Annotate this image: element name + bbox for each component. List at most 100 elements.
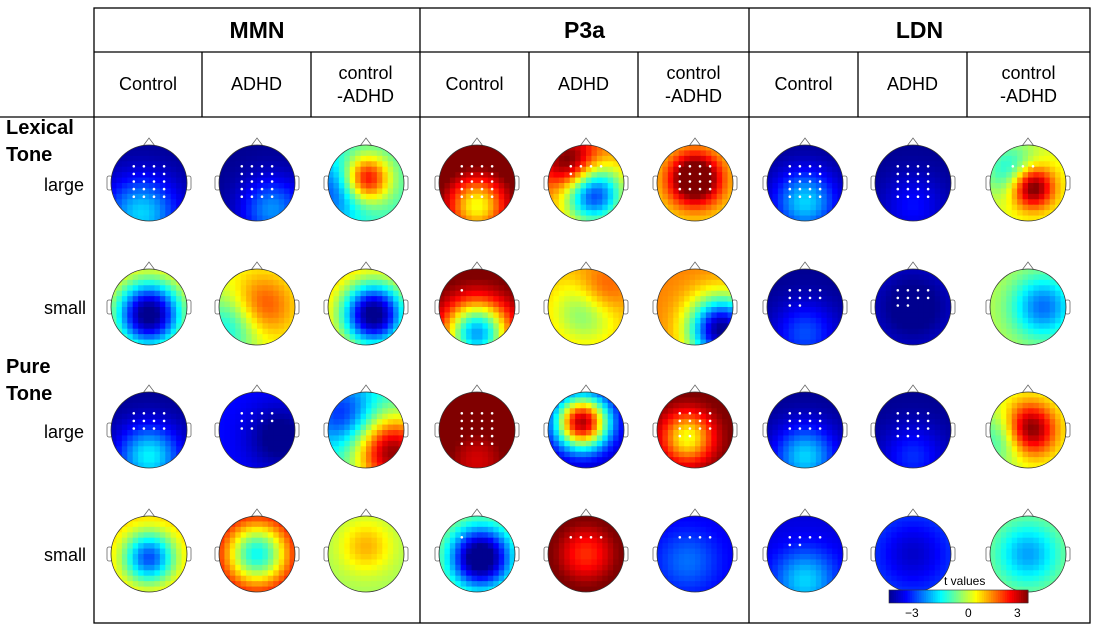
electrode-dot <box>926 187 930 191</box>
colorbar-segment <box>958 590 962 603</box>
topomap-mmn-lexical-small-adhd <box>214 261 300 346</box>
head-outline <box>656 391 734 469</box>
head-outline <box>874 144 952 222</box>
electrode-dot <box>460 180 464 183</box>
electrode-dot <box>260 180 264 183</box>
row-label-pure-large: large <box>44 422 85 442</box>
electrode-dot <box>906 172 910 176</box>
electrode-dot <box>240 419 244 423</box>
condition-header-control: Control <box>774 74 833 94</box>
topomap-mmn-lexical-large-control <box>106 137 192 222</box>
electrode-dot <box>460 419 464 423</box>
topomap-ldn-pure-small-diff <box>985 508 1071 593</box>
topomap-ldn-lexical-small-control <box>762 261 848 346</box>
electrode-dot <box>152 165 156 168</box>
nose-marker <box>359 137 373 147</box>
condition-header-adhd: ADHD <box>230 74 282 94</box>
electrode-dot <box>698 536 702 539</box>
condition-header-control: Control <box>118 74 178 94</box>
nose-marker <box>579 508 593 518</box>
electrode-dot <box>916 427 920 430</box>
electrode-dot <box>926 296 930 300</box>
colorbar-segment <box>944 590 948 603</box>
topomap-ldn-pure-large-diff <box>985 384 1071 469</box>
electrode-dot <box>152 427 156 430</box>
colorbar-outline <box>888 589 1029 604</box>
electrode-dot <box>708 427 712 430</box>
electrode-dot <box>906 195 910 198</box>
colorbar-tick-zero: 0 <box>965 606 972 620</box>
nose-marker <box>579 384 593 394</box>
electrode-dot <box>808 289 812 292</box>
electrode-dot <box>818 180 822 183</box>
electrode-dot <box>926 419 930 423</box>
nose-marker <box>142 261 156 271</box>
colorbar-segment <box>997 590 1001 603</box>
colorbar-segment <box>995 590 999 603</box>
head-outline <box>547 144 625 222</box>
colorbar-segment <box>972 590 976 603</box>
electrode-dot <box>162 195 166 198</box>
topomap-p3a-lexical-large-diff <box>652 137 738 222</box>
topomap-mmn-pure-large-diff <box>323 384 409 469</box>
topomap-field <box>111 516 187 592</box>
electrode-dot <box>162 412 166 415</box>
electrode-dot <box>260 412 264 415</box>
electrode-dot <box>788 289 792 292</box>
electrode-dot <box>1011 165 1015 168</box>
electrode-dot <box>788 543 792 547</box>
electrode-dot <box>480 195 484 198</box>
colorbar-segment <box>983 590 987 603</box>
electrode-dot <box>250 180 254 183</box>
electrode-dot <box>270 195 274 198</box>
nose-marker <box>250 261 264 271</box>
electrode-dot <box>490 442 494 446</box>
electrode-dot <box>926 195 930 198</box>
electrode-dot <box>579 165 583 168</box>
electrode-dot <box>142 412 146 415</box>
electrode-dot <box>798 172 802 176</box>
electrode-dot <box>260 419 264 423</box>
electrode-dot <box>788 536 792 539</box>
electrode-dot <box>589 165 593 168</box>
nose-marker <box>798 261 812 271</box>
colorbar-segment <box>1016 590 1020 603</box>
electrode-dot <box>896 187 900 191</box>
electrode-dot <box>240 165 244 168</box>
electrode-dot <box>569 172 573 176</box>
electrode-dot <box>490 180 494 183</box>
electrode-dot <box>916 195 920 198</box>
electrode-dot <box>678 536 682 539</box>
electrode-dot <box>490 419 494 423</box>
head-outline <box>218 268 296 346</box>
colorbar-segment <box>970 590 973 603</box>
electrode-dot <box>788 412 792 415</box>
group-label-pure-tone: Pure Tone <box>6 356 53 405</box>
condition-header-control-minus-adhd: control -ADHD <box>1000 62 1057 106</box>
electrode-dot <box>798 289 802 292</box>
condition-header-adhd: ADHD <box>557 74 609 94</box>
electrode-dot <box>896 419 900 423</box>
electrode-dot <box>926 165 930 168</box>
condition-header-adhd: ADHD <box>886 74 938 94</box>
electrode-dot <box>152 195 156 198</box>
colorbar-segment <box>993 590 997 603</box>
nose-marker <box>906 508 920 518</box>
electrode-dot <box>678 172 682 176</box>
electrode-dot <box>688 419 692 423</box>
topomap-p3a-pure-small-diff <box>652 508 738 593</box>
colorbar-segment <box>912 590 915 603</box>
nose-marker <box>142 508 156 518</box>
topomap-mmn-lexical-small-diff <box>323 261 409 346</box>
electrode-dot <box>688 180 692 183</box>
electrode-dot <box>798 419 802 423</box>
nose-marker <box>470 508 484 518</box>
electrode-dot <box>798 187 802 191</box>
colorbar-segment <box>988 590 992 603</box>
electrode-dot <box>818 427 822 430</box>
nose-marker <box>1021 508 1035 518</box>
component-header-p3a: P3a <box>564 16 605 43</box>
colorbar-segment <box>1014 590 1017 603</box>
colorbar-segment <box>905 590 909 603</box>
